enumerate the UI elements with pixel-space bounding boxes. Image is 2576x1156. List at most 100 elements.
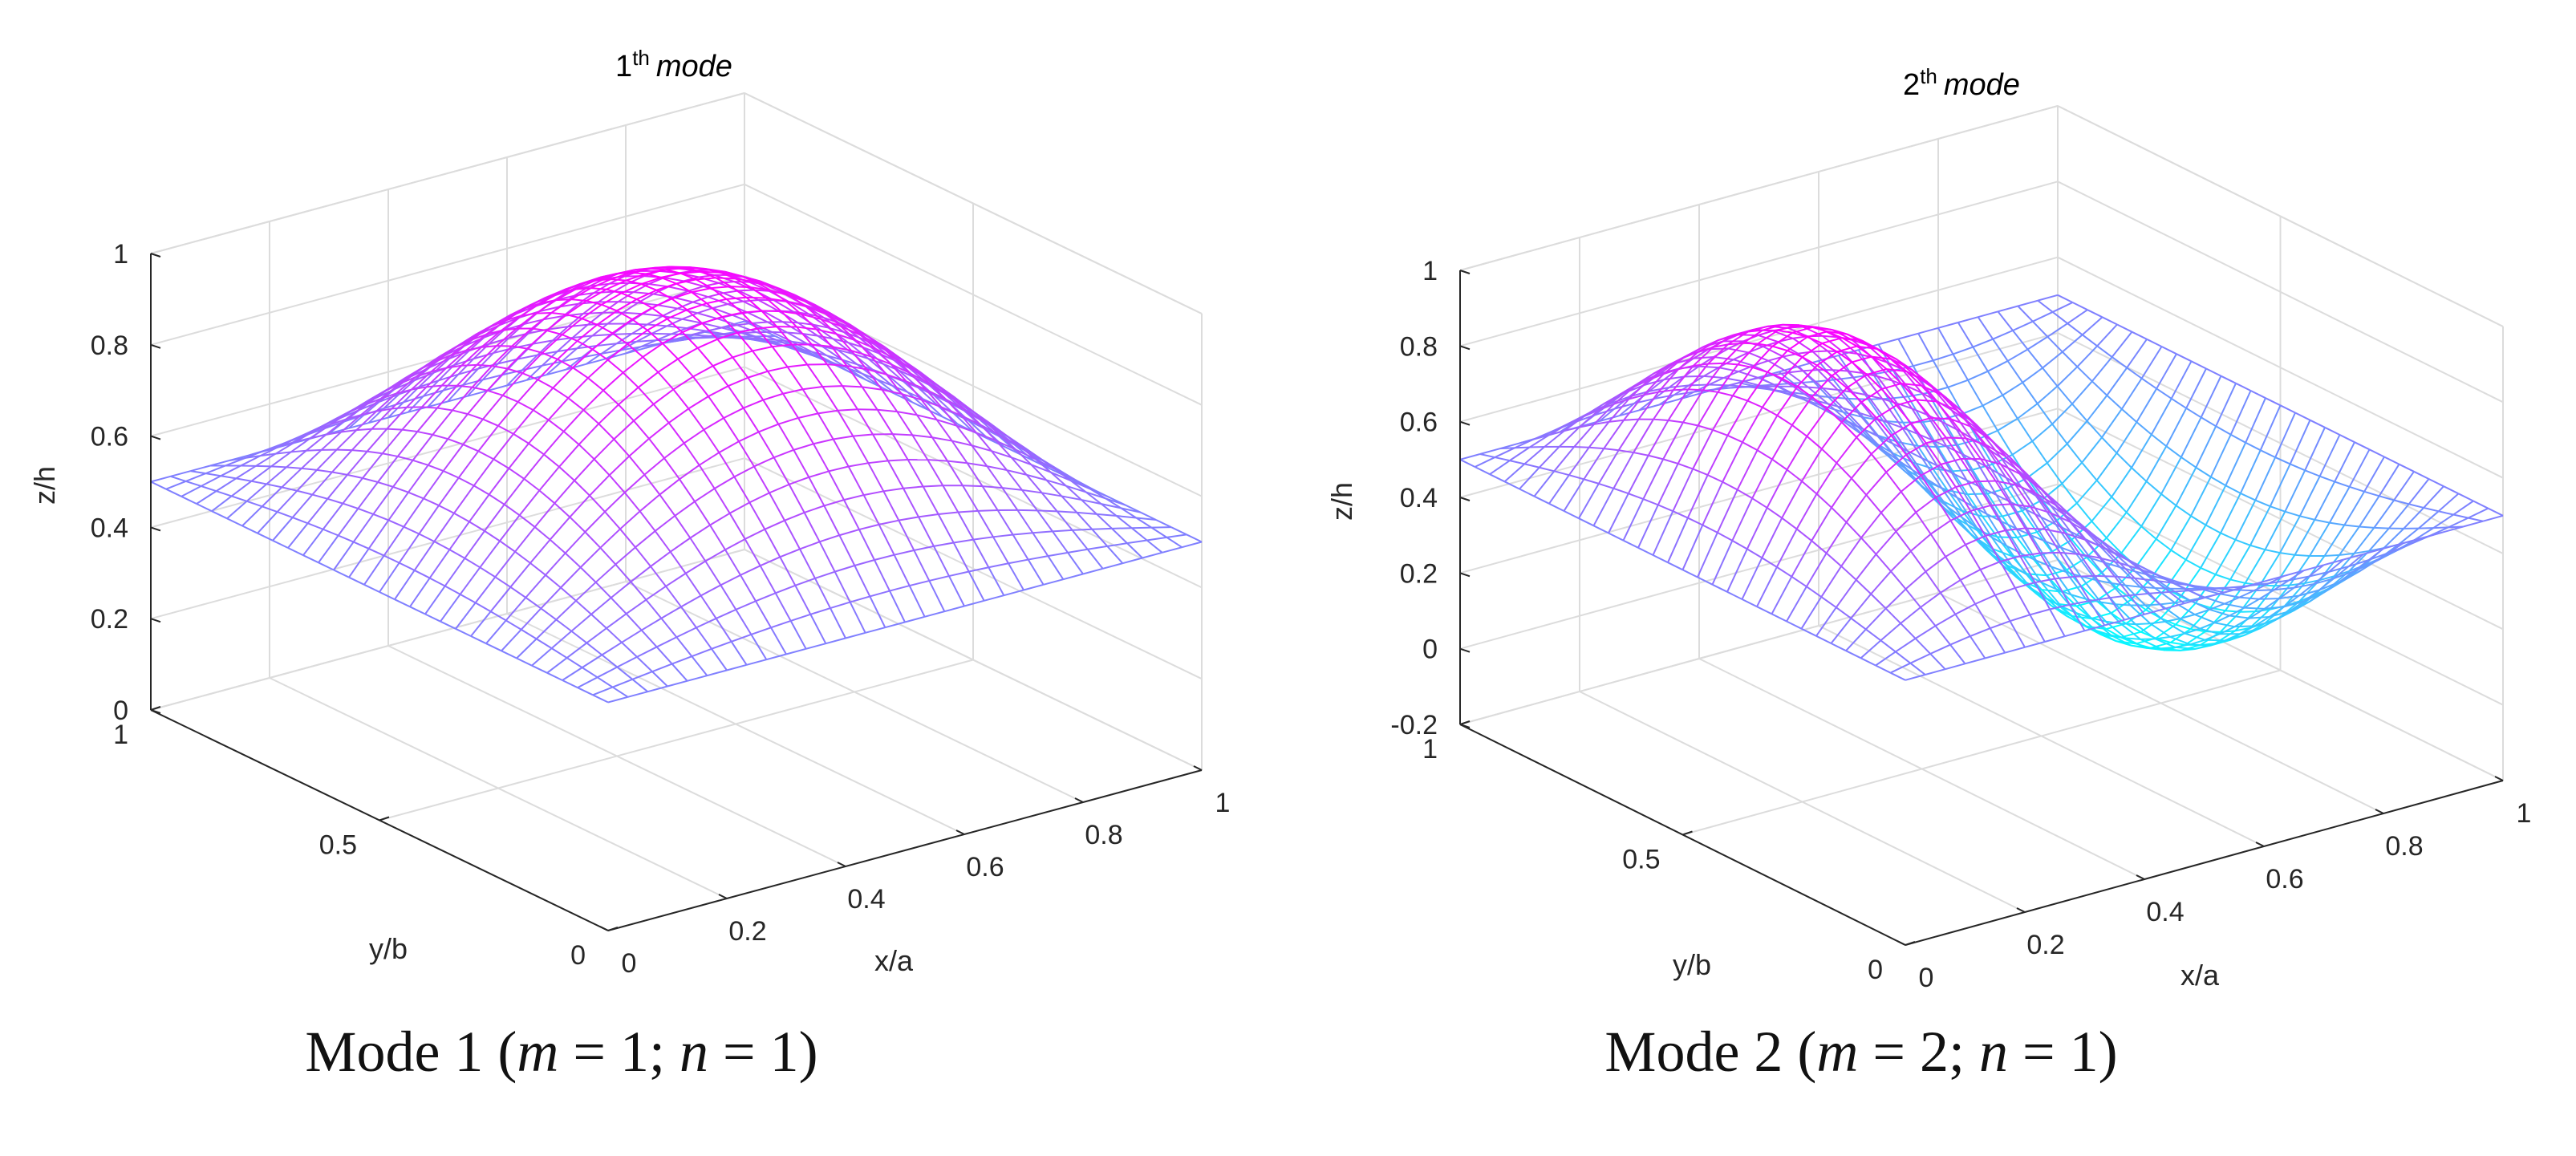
mesh-segment	[912, 434, 933, 439]
mesh-segment	[487, 384, 508, 392]
mesh-segment	[2120, 566, 2136, 573]
mesh-segment	[1807, 331, 1828, 339]
back-wall-grid-z	[150, 549, 745, 711]
mesh-segment	[662, 314, 683, 320]
mesh-segment	[2245, 441, 2262, 452]
mesh-segment	[2318, 434, 2341, 477]
mesh-segment	[1845, 650, 1861, 659]
mesh-segment	[410, 371, 432, 391]
mesh-segment	[2010, 564, 2027, 575]
mesh-segment	[2091, 356, 2113, 382]
mesh-segment	[221, 475, 237, 480]
mesh-segment	[672, 290, 689, 298]
mesh-segment	[988, 562, 1009, 569]
mesh-segment	[641, 617, 662, 631]
mesh-segment	[1703, 367, 1719, 377]
mesh-segment	[1890, 570, 1907, 590]
mesh-segment	[816, 328, 837, 335]
mesh-segment	[2036, 531, 2053, 553]
mesh-segment	[1771, 576, 1793, 615]
mesh-segment	[1549, 430, 1565, 436]
mesh-segment	[595, 278, 611, 282]
mesh-segment	[1884, 607, 1901, 624]
mesh-segment	[1921, 392, 1943, 423]
mesh-segment	[1880, 623, 1901, 642]
mesh-segment	[1823, 387, 1838, 391]
mesh-segment	[2001, 521, 2017, 529]
mesh-segment	[2175, 602, 2197, 626]
caption: Mode 2 (m = 2; n = 1)	[1604, 1020, 2117, 1084]
mesh-segment	[1096, 513, 1117, 517]
mesh-segment	[589, 474, 611, 497]
mesh-segment	[1994, 594, 2011, 622]
mesh-segment	[2125, 584, 2140, 588]
mesh-segment	[360, 410, 377, 416]
mesh-segment	[2294, 554, 2310, 557]
mesh-segment	[602, 371, 624, 391]
mesh-segment	[2037, 385, 2059, 404]
mesh-segment	[406, 386, 428, 408]
mesh-segment	[2310, 419, 2326, 428]
mesh-segment	[631, 306, 653, 320]
mesh-segment	[1583, 448, 1605, 480]
mesh-segment	[785, 300, 806, 307]
mesh-segment	[1698, 346, 1714, 353]
mesh-segment	[839, 529, 860, 537]
mesh-segment	[211, 510, 228, 520]
mesh-segment	[2235, 382, 2251, 391]
mesh-segment	[549, 516, 571, 541]
mesh-segment	[1475, 466, 1491, 476]
mesh-segment	[1012, 532, 1033, 536]
mesh-segment	[2096, 323, 2118, 347]
mesh-segment	[597, 666, 618, 679]
mesh-segment	[552, 387, 569, 400]
mesh-segment	[1584, 408, 1600, 417]
mesh-segment	[432, 433, 448, 440]
mesh-segment	[1806, 408, 1828, 437]
mesh-segment	[895, 358, 912, 375]
mesh-segment	[1935, 497, 1952, 521]
mesh-segment	[220, 464, 241, 477]
mesh-segment	[663, 442, 685, 459]
mesh-segment	[1682, 569, 1698, 578]
mesh-segment	[876, 409, 894, 435]
mesh-segment	[681, 312, 698, 320]
mesh-segment	[2062, 351, 2079, 367]
mesh-segment	[1916, 399, 1937, 403]
mesh-segment	[1891, 359, 1908, 372]
mesh-segment	[2423, 506, 2439, 513]
mesh-segment	[744, 320, 761, 330]
mesh-segment	[688, 395, 709, 410]
mesh-segment	[396, 376, 416, 395]
mesh-segment	[2209, 608, 2230, 617]
mesh-segment	[1861, 372, 1884, 400]
mesh-segment	[225, 456, 246, 467]
mesh-segment	[863, 490, 884, 497]
mesh-segment	[931, 436, 952, 442]
mesh-segment	[2084, 624, 2105, 632]
mesh-segment	[1842, 407, 1864, 430]
mesh-segment	[1925, 556, 1946, 573]
mesh-segment	[1885, 471, 1902, 493]
mesh-segment	[781, 310, 801, 315]
mesh-segment	[545, 552, 566, 576]
mesh-segment	[386, 407, 408, 430]
mesh-segment	[418, 505, 440, 535]
mesh-segment	[216, 490, 232, 497]
mesh-segment	[890, 363, 907, 382]
mesh-segment	[1598, 403, 1615, 411]
mesh-segment	[621, 629, 643, 643]
mesh-segment	[592, 348, 609, 361]
mesh-segment	[682, 322, 703, 334]
mesh-segment	[691, 334, 712, 337]
mesh-segment	[2155, 505, 2177, 540]
mesh-segment	[621, 292, 638, 300]
mesh-segment	[453, 512, 470, 523]
mesh-segment	[720, 574, 741, 586]
mesh-segment	[1802, 370, 1823, 389]
mesh-segment	[1743, 377, 1759, 383]
mesh-segment	[793, 449, 810, 478]
mesh-segment	[380, 383, 401, 400]
